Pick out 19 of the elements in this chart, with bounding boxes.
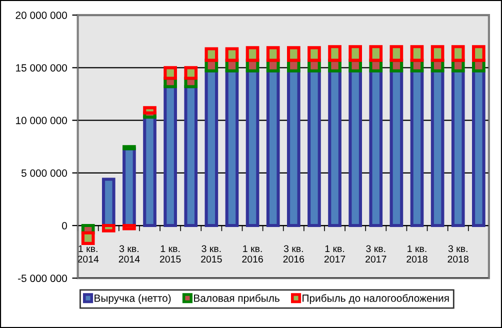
y-tick-label: -5 000 000 bbox=[18, 274, 67, 282]
x-tick-label: 1 кв. 2014 bbox=[78, 245, 99, 263]
x-tick-label: 1 кв. 2015 bbox=[160, 245, 181, 263]
y-tick-label: 0 bbox=[62, 222, 67, 230]
y-tick-label: 20 000 000 bbox=[16, 12, 67, 19]
legend-label: Валовая прибыль bbox=[194, 294, 280, 304]
x-tick-label: 3 кв. 2017 bbox=[366, 245, 386, 263]
y-tick-label: 5 000 000 bbox=[21, 169, 67, 177]
x-tick-label: 3 кв. 2014 bbox=[118, 245, 140, 263]
x-tick-label: 3 кв. 2015 bbox=[201, 245, 222, 263]
x-tick-label: 3 кв. 2016 bbox=[283, 245, 304, 263]
x-tick-label: 1 кв. 2017 bbox=[324, 245, 346, 263]
legend-label: Прибыль до налогообложения bbox=[302, 294, 449, 304]
y-tick-label: 10 000 000 bbox=[16, 116, 67, 124]
x-tick-label: 1 кв. 2018 bbox=[406, 245, 428, 263]
x-tick-label: 1 кв. 2016 bbox=[242, 245, 263, 263]
y-tick-label: 15 000 000 bbox=[16, 64, 67, 72]
x-tick-label: 3 кв. 2018 bbox=[448, 245, 469, 263]
legend-label: Выручка (нетто) bbox=[94, 294, 171, 304]
